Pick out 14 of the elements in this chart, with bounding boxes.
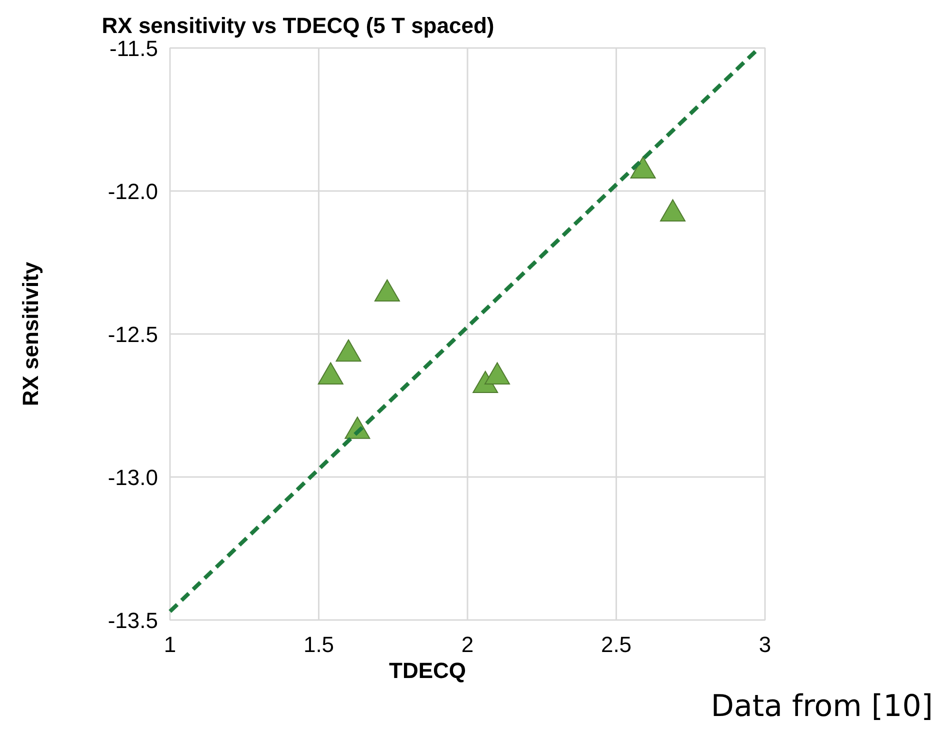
y-tick-label: -13.0 <box>108 465 158 490</box>
y-tick-label: -13.5 <box>108 608 158 633</box>
y-axis-title: RX sensitivity <box>18 261 43 406</box>
x-axis-title: TDECQ <box>389 658 466 683</box>
y-tick-label: -12.0 <box>108 179 158 204</box>
x-tick-label: 1 <box>164 632 176 657</box>
text: Data from [10] <box>710 689 933 724</box>
x-tick-label: 2 <box>461 632 474 657</box>
chart-title: RX sensitivity vs TDECQ (5 T spaced) <box>102 13 494 38</box>
y-tick-label: -11.5 <box>109 36 158 61</box>
x-tick-label: 3 <box>758 632 772 657</box>
x-tick-label: 2.5 <box>600 632 632 657</box>
y-tick-label: -12.5 <box>108 322 158 347</box>
x-tick-label: 1.5 <box>303 632 334 657</box>
